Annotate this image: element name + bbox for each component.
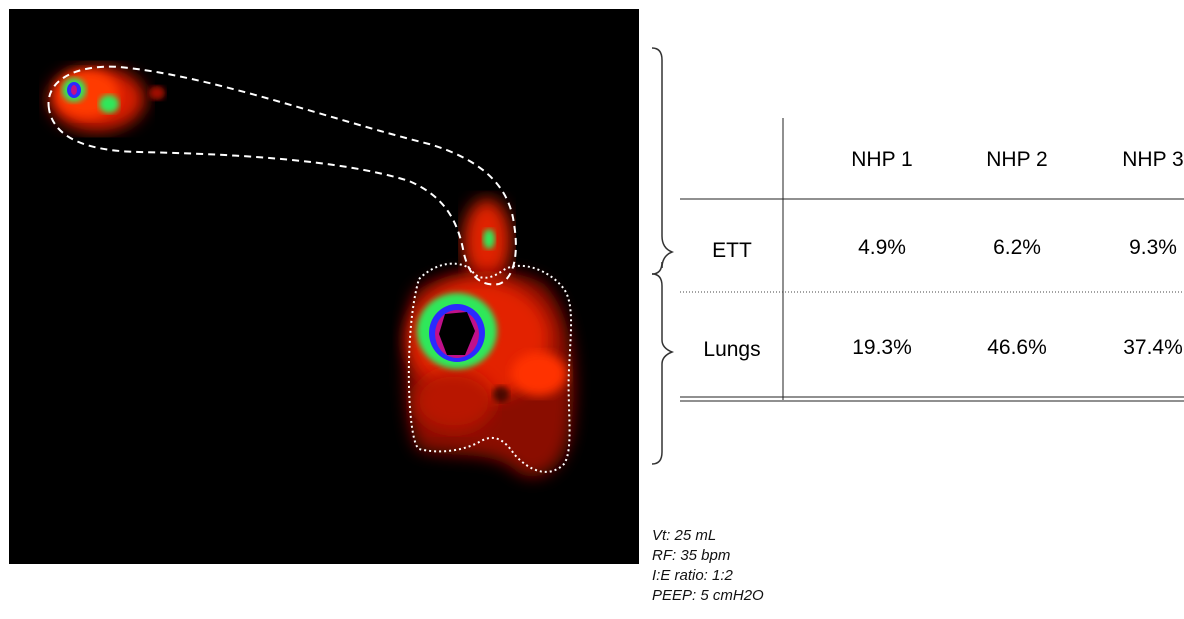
row-label-ett: ETT xyxy=(682,239,782,263)
cell-ett-nhp2: 6.2% xyxy=(952,236,1082,260)
deposition-table: NHP 1 NHP 2 NHP 3 ETT 4.9% 6.2% 9.3% Lun… xyxy=(680,118,1184,408)
cell-ett-nhp3: 9.3% xyxy=(1088,236,1184,260)
param-rf: RF: 35 bpm xyxy=(652,546,764,566)
param-ie-ratio: I:E ratio: 1:2 xyxy=(652,566,764,586)
param-vt: Vt: 25 mL xyxy=(652,526,764,546)
column-header-nhp2: NHP 2 xyxy=(952,148,1082,172)
scan-image xyxy=(9,9,639,564)
column-header-nhp1: NHP 1 xyxy=(817,148,947,172)
column-header-nhp3: NHP 3 xyxy=(1088,148,1184,172)
lungs-hotspot xyxy=(406,272,573,477)
lungs-brace xyxy=(652,274,672,464)
row-label-lungs: Lungs xyxy=(682,338,782,362)
ventilation-parameters: Vt: 25 mL RF: 35 bpm I:E ratio: 1:2 PEEP… xyxy=(652,526,764,606)
cell-lungs-nhp1: 19.3% xyxy=(817,336,947,360)
cell-ett-nhp1: 4.9% xyxy=(817,236,947,260)
cell-lungs-nhp3: 37.4% xyxy=(1088,336,1184,360)
ett-brace xyxy=(652,48,672,274)
cell-lungs-nhp2: 46.6% xyxy=(952,336,1082,360)
deposition-heatmap xyxy=(9,9,639,564)
param-peep: PEEP: 5 cmH2O xyxy=(652,586,764,606)
